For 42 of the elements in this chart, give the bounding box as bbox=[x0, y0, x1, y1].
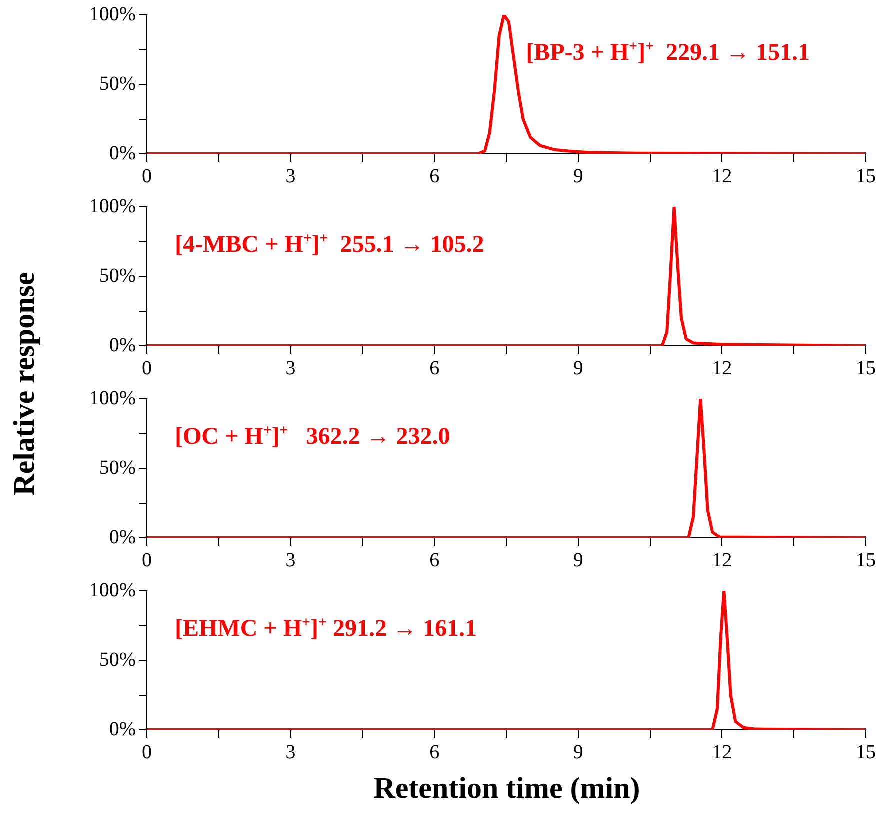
x-tick-label: 15 bbox=[856, 165, 876, 188]
y-tick-label: 50% bbox=[99, 648, 136, 671]
x-tick-label: 12 bbox=[712, 165, 732, 188]
x-tick-label: 0 bbox=[142, 741, 152, 764]
y-tick-label: 0% bbox=[109, 526, 136, 548]
y-tick-label: 100% bbox=[89, 387, 136, 410]
x-tick-label: 0 bbox=[142, 549, 152, 572]
x-tick-label: 3 bbox=[286, 357, 296, 380]
y-tick-label: 0% bbox=[109, 718, 136, 740]
x-tick-label: 3 bbox=[286, 549, 296, 572]
x-tick-label: 9 bbox=[573, 741, 584, 764]
x-tick-label: 0 bbox=[142, 357, 152, 380]
y-tick-label: 0% bbox=[109, 142, 136, 164]
x-tick-label: 12 bbox=[712, 357, 732, 380]
x-tick-label: 3 bbox=[286, 165, 296, 188]
x-tick-label: 12 bbox=[712, 741, 732, 764]
text: [4-MBC + H+]+ 255.1 → 105.2 bbox=[175, 230, 484, 258]
text: [OC + H+]+ 362.2 → 232.0 bbox=[175, 422, 450, 450]
x-tick-label: 6 bbox=[430, 165, 440, 188]
y-tick-label: 0% bbox=[109, 334, 136, 356]
x-tick-label: 9 bbox=[573, 357, 584, 380]
y-tick-label: 100% bbox=[89, 579, 136, 602]
x-tick-label: 15 bbox=[856, 741, 876, 764]
x-tick-label: 15 bbox=[856, 549, 876, 572]
x-tick-label: 6 bbox=[430, 741, 440, 764]
y-axis-title: Relative response bbox=[8, 272, 42, 496]
x-tick-label: 9 bbox=[573, 165, 584, 188]
y-tick-label: 100% bbox=[89, 3, 136, 26]
x-tick-label: 3 bbox=[286, 741, 296, 764]
x-axis-title: Retention time (min) bbox=[372, 772, 642, 806]
y-tick-label: 50% bbox=[99, 456, 136, 479]
x-tick-label: 6 bbox=[430, 549, 440, 572]
y-tick-label: 50% bbox=[99, 264, 136, 287]
text: [EHMC + H+]+ 291.2 → 161.1 bbox=[175, 614, 477, 642]
x-tick-label: 9 bbox=[573, 549, 584, 572]
x-tick-label: 6 bbox=[430, 357, 440, 380]
x-tick-label: 15 bbox=[856, 357, 876, 380]
y-tick-label: 50% bbox=[99, 72, 136, 95]
series-label: [BP-3 + H+]+ 229.1 → 151.1 bbox=[526, 38, 810, 66]
x-tick-label: 0 bbox=[142, 165, 152, 188]
x-tick-label: 12 bbox=[712, 549, 732, 572]
y-tick-label: 100% bbox=[89, 195, 136, 218]
